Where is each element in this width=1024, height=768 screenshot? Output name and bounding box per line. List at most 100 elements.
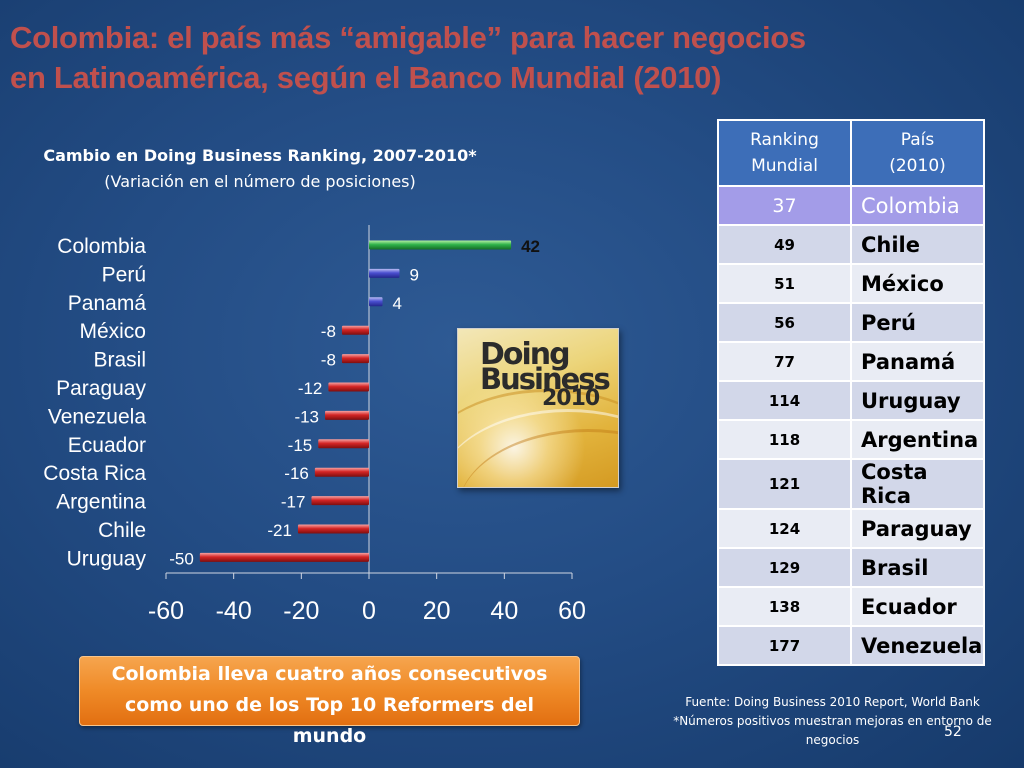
data-label: 4 bbox=[393, 294, 402, 313]
country-cell: Colombia bbox=[850, 185, 985, 226]
table-row: 138 Ecuador bbox=[717, 586, 985, 627]
country-cell: Paraguay bbox=[850, 508, 985, 549]
top-reformers-callout: Colombia lleva cuatro años consecutivos … bbox=[79, 656, 580, 747]
slide-title-line1: Colombia: el país más “amigable” para ha… bbox=[10, 20, 806, 55]
data-label: -16 bbox=[284, 464, 309, 483]
bar-per- bbox=[369, 268, 400, 278]
logo-word-business: Business bbox=[480, 362, 611, 396]
data-label: 9 bbox=[409, 265, 418, 284]
header-ranking-mundial: Ranking Mundial bbox=[717, 119, 852, 187]
table-row: 56 Perú bbox=[717, 302, 985, 343]
bar-chile bbox=[297, 524, 369, 534]
country-cell: Brasil bbox=[850, 547, 985, 588]
rank-cell: 56 bbox=[717, 302, 852, 343]
rank-cell: 37 bbox=[717, 185, 852, 226]
chart-heading: Cambio en Doing Business Ranking, 2007-2… bbox=[0, 143, 520, 195]
country-cell: Argentina bbox=[850, 419, 985, 460]
bar-ecuador bbox=[318, 439, 369, 449]
category-label-venezuela: Venezuela bbox=[48, 405, 146, 428]
table-row: 129 Brasil bbox=[717, 547, 985, 588]
slide-title: Colombia: el país más “amigable” para ha… bbox=[10, 18, 810, 98]
ranking-change-bar-chart: Colombia 42 Perú 9 Panamá 4 México -8 Brasil -8 Pa… bbox=[43, 225, 586, 625]
bar-colombia bbox=[369, 240, 512, 250]
country-cell: México bbox=[850, 263, 985, 304]
logo-swirl bbox=[458, 409, 618, 487]
chart-title: Cambio en Doing Business Ranking, 2007-2… bbox=[43, 146, 477, 165]
ranking-table: Ranking Mundial País (2010) 37 Colombia … bbox=[717, 119, 985, 666]
rank-cell: 118 bbox=[717, 419, 852, 460]
x-tick-label: 40 bbox=[490, 597, 518, 625]
category-label-colombia: Colombia bbox=[57, 235, 146, 258]
rank-cell: 138 bbox=[717, 586, 852, 627]
table-row: 37 Colombia bbox=[717, 185, 985, 226]
category-label-brasil: Brasil bbox=[93, 349, 146, 372]
category-label-ecuador: Ecuador bbox=[68, 434, 146, 457]
doing-business-2010-logo: Doing Business 2010 bbox=[457, 328, 619, 488]
data-label: -21 bbox=[267, 521, 292, 540]
table-header-row: Ranking Mundial País (2010) bbox=[717, 119, 985, 187]
x-tick-label: -40 bbox=[216, 597, 252, 625]
header-pais: País (2010) bbox=[850, 119, 985, 187]
bar-uruguay bbox=[199, 552, 369, 562]
country-cell: Perú bbox=[850, 302, 985, 343]
logo-word-doing: Doing bbox=[480, 337, 571, 372]
data-label: -12 bbox=[298, 379, 323, 398]
callout-line1: Colombia lleva cuatro años consecutivos bbox=[111, 663, 548, 685]
header-ranking-line1: Ranking bbox=[750, 130, 819, 150]
rank-cell: 129 bbox=[717, 547, 852, 588]
country-cell: Chile bbox=[850, 224, 985, 265]
table-row: 49 Chile bbox=[717, 224, 985, 265]
bar-paraguay bbox=[328, 382, 369, 392]
rank-cell: 77 bbox=[717, 341, 852, 382]
slide-title-line2: en Latinoamérica, según el Banco Mundial… bbox=[10, 60, 722, 95]
country-cell: Costa Rica bbox=[850, 458, 985, 510]
bar-argentina bbox=[311, 496, 369, 506]
logo-year: 2010 bbox=[542, 386, 600, 411]
x-tick-label: 0 bbox=[362, 597, 376, 625]
bar-panam- bbox=[369, 297, 383, 307]
category-label-m-xico: México bbox=[79, 320, 146, 343]
category-label-panam-: Panamá bbox=[68, 292, 147, 315]
bar-m-xico bbox=[341, 325, 369, 335]
rank-cell: 124 bbox=[717, 508, 852, 549]
category-label-uruguay: Uruguay bbox=[67, 547, 147, 570]
category-label-costa-rica: Costa Rica bbox=[43, 462, 146, 485]
header-pais-line2: (2010) bbox=[889, 156, 946, 176]
data-label: -13 bbox=[294, 407, 319, 426]
bar-venezuela bbox=[325, 410, 369, 420]
data-label: -8 bbox=[321, 322, 336, 341]
table-row: 121 Costa Rica bbox=[717, 458, 985, 510]
table-row: 177 Venezuela bbox=[717, 625, 985, 666]
logo-swirl bbox=[458, 389, 618, 487]
x-tick-label: -60 bbox=[148, 597, 184, 625]
rank-cell: 114 bbox=[717, 380, 852, 421]
header-ranking-line2: Mundial bbox=[751, 156, 818, 176]
data-label: -17 bbox=[281, 493, 306, 512]
x-tick-label: -20 bbox=[283, 597, 319, 625]
page-number: 52 bbox=[944, 724, 962, 740]
table-row: 124 Paraguay bbox=[717, 508, 985, 549]
country-cell: Ecuador bbox=[850, 586, 985, 627]
source-note: Fuente: Doing Business 2010 Report, Worl… bbox=[650, 693, 1015, 750]
table-row: 118 Argentina bbox=[717, 419, 985, 460]
x-tick-label: 60 bbox=[558, 597, 586, 625]
data-label: 42 bbox=[521, 237, 540, 256]
x-tick-label: 20 bbox=[423, 597, 451, 625]
source-line1: Fuente: Doing Business 2010 Report, Worl… bbox=[685, 695, 980, 709]
data-label: -50 bbox=[169, 549, 194, 568]
country-cell: Venezuela bbox=[850, 625, 985, 666]
category-label-argentina: Argentina bbox=[56, 491, 146, 514]
category-label-chile: Chile bbox=[98, 519, 146, 542]
table-row: 51 México bbox=[717, 263, 985, 304]
bar-costa-rica bbox=[314, 467, 369, 477]
callout-line3: mundo bbox=[292, 725, 367, 747]
chart-subtitle: (Variación en el número de posiciones) bbox=[104, 172, 416, 191]
category-label-paraguay: Paraguay bbox=[56, 377, 146, 400]
rank-cell: 49 bbox=[717, 224, 852, 265]
category-label-per-: Perú bbox=[102, 263, 146, 286]
source-line2: *Números positivos muestran mejoras en e… bbox=[673, 714, 992, 728]
data-label: -8 bbox=[321, 351, 336, 370]
source-line3: negocios bbox=[805, 733, 860, 747]
table-row: 114 Uruguay bbox=[717, 380, 985, 421]
rank-cell: 51 bbox=[717, 263, 852, 304]
